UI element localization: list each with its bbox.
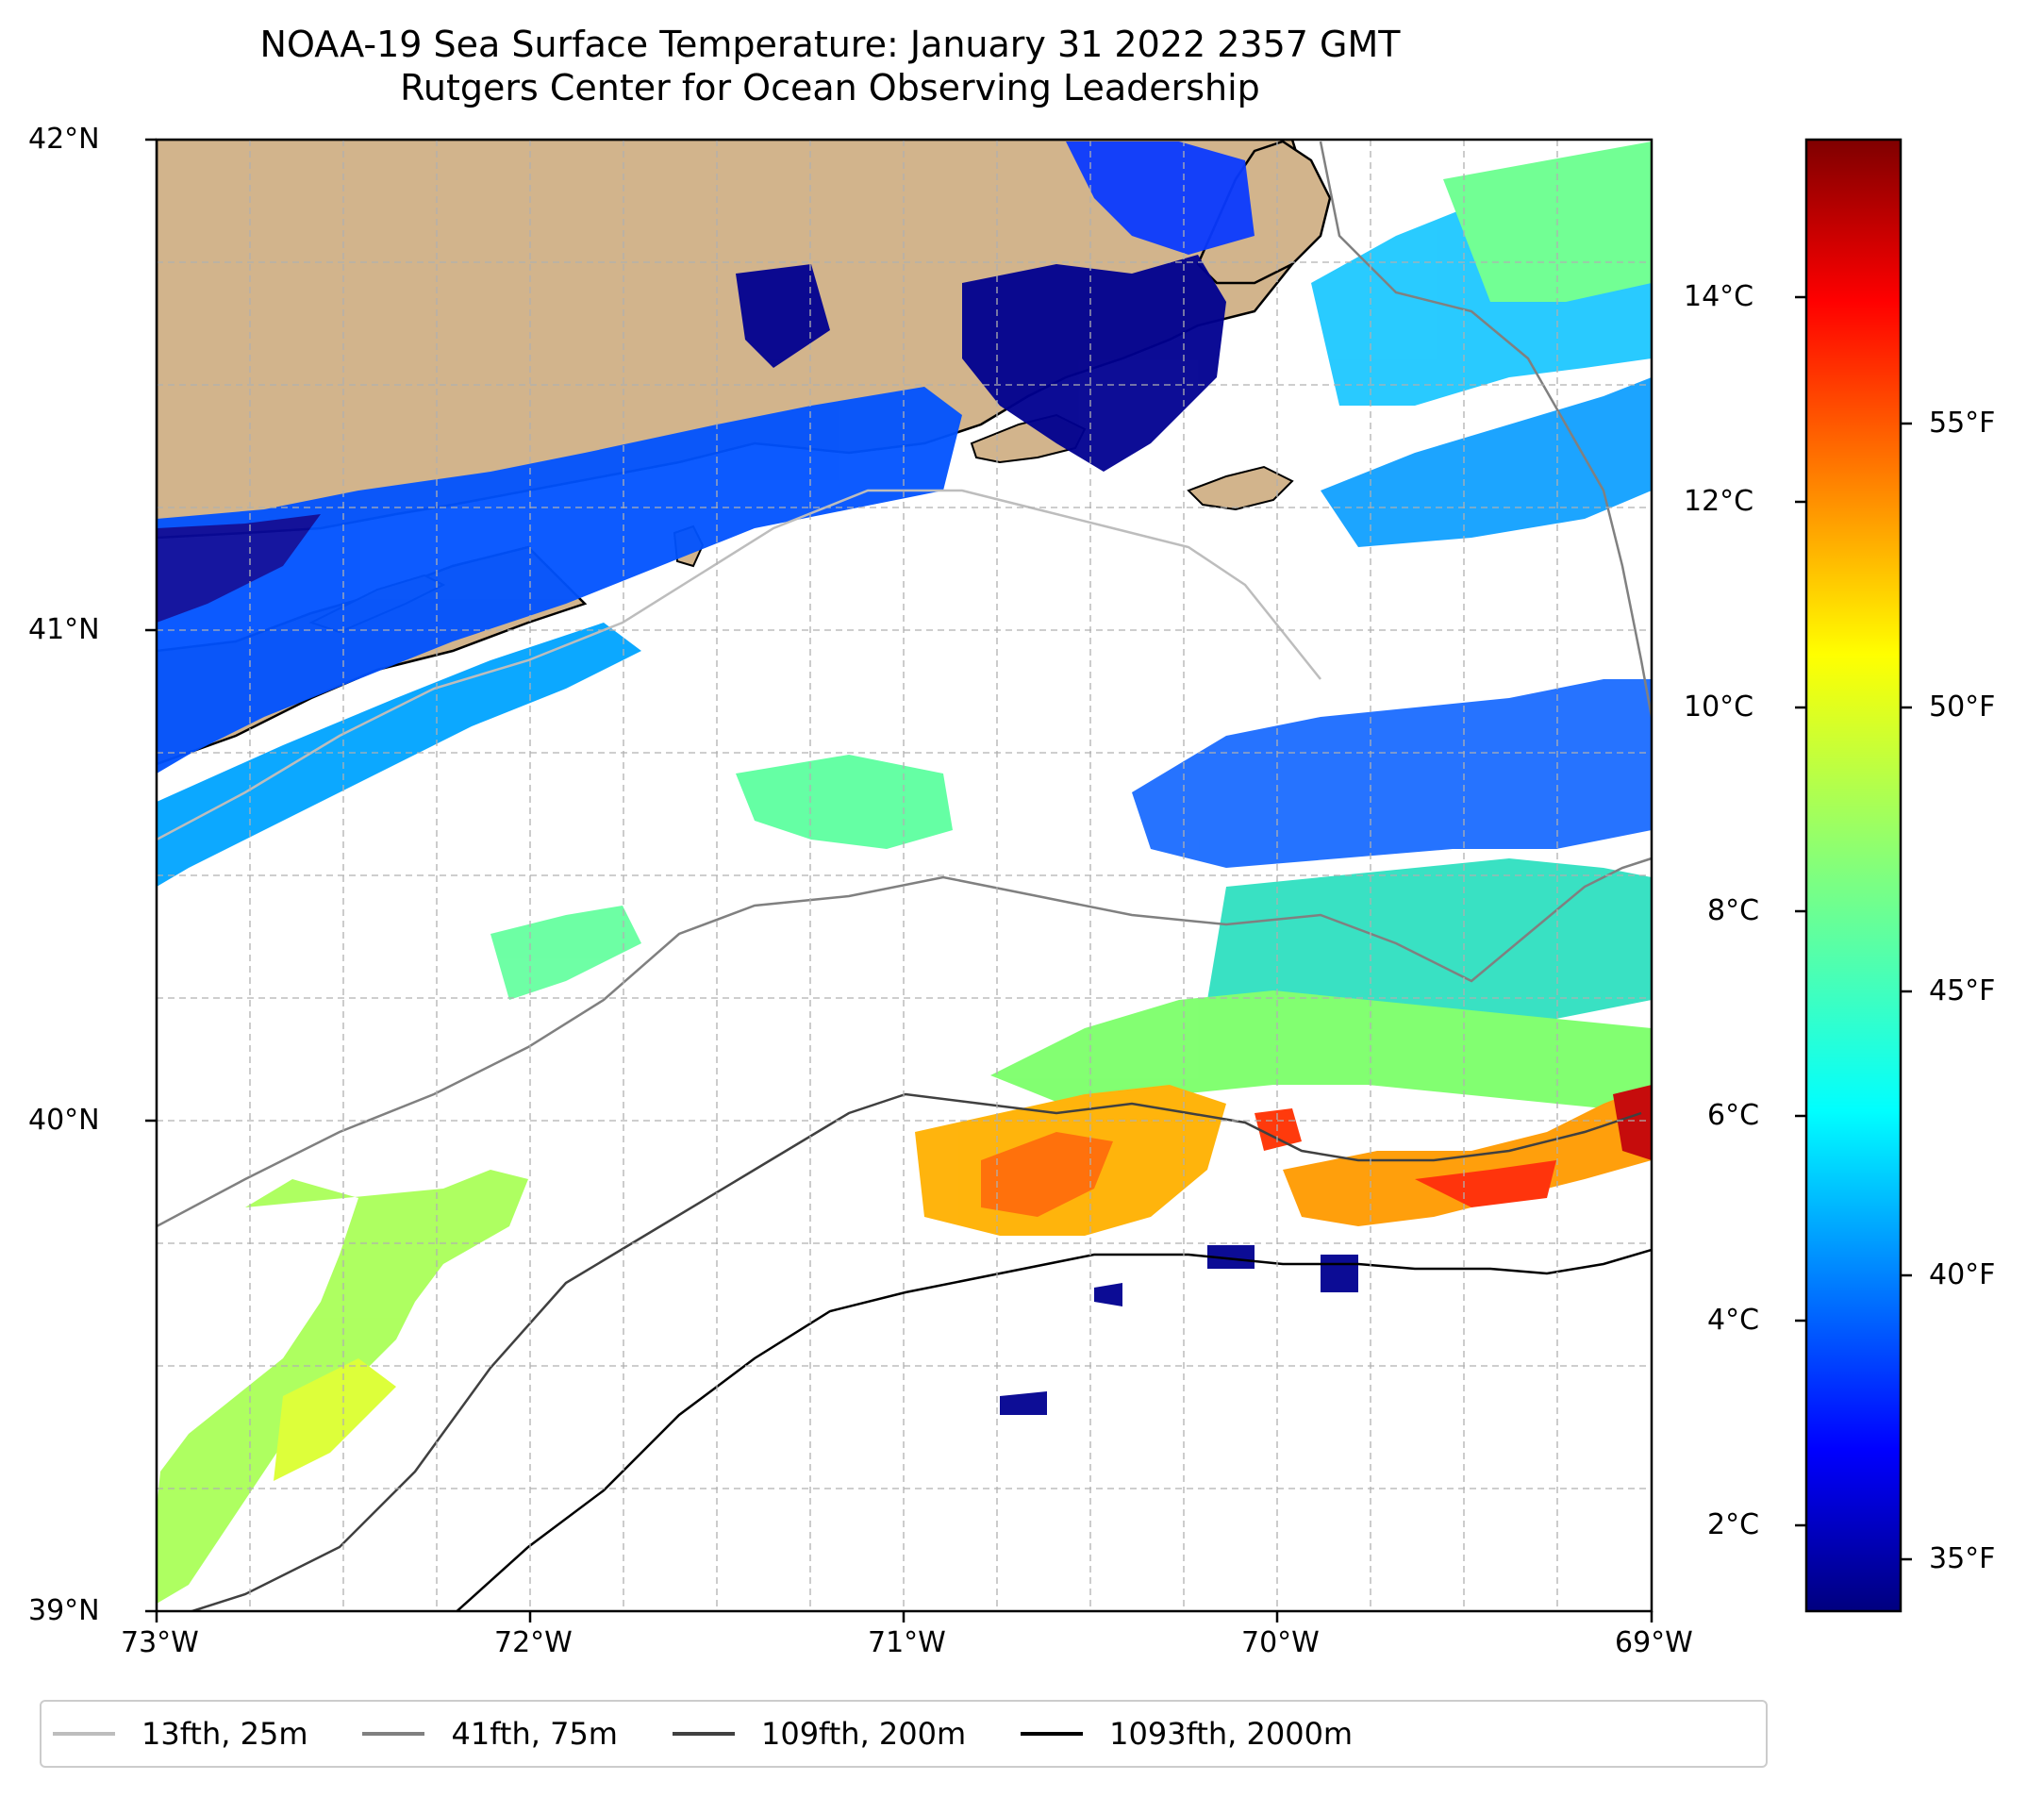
legend-label-2000m: 1093fth, 2000m: [1109, 1716, 1354, 1752]
colorbar-c-6: 6°C: [1707, 1099, 1760, 1132]
colorbar-f-35: 35°F: [1929, 1542, 1996, 1575]
legend-item-75m: 41fth, 75m: [362, 1716, 618, 1752]
contour-1093fth-2000m: [455, 1248, 1652, 1611]
lon-tick-71w: 71°W: [868, 1626, 946, 1659]
colorbar-c-4: 4°C: [1707, 1304, 1760, 1337]
grid: [157, 140, 1652, 1611]
legend-swatch-200m: [672, 1732, 735, 1736]
lon-tick-73w: 73°W: [121, 1626, 199, 1659]
map-title: NOAA-19 Sea Surface Temperature: January…: [0, 23, 1660, 109]
colorbar-f-55: 55°F: [1929, 407, 1996, 440]
colorbar-ticks: [1795, 295, 1912, 1561]
contour-109fth-200m: [188, 1092, 1642, 1611]
contour-41fth-75m-north: [1319, 141, 1652, 718]
axis-ticks: [145, 138, 1653, 1622]
legend-swatch-75m: [362, 1732, 425, 1736]
colorbar-c-14: 14°C: [1684, 280, 1754, 313]
colorbar-c-10: 10°C: [1684, 691, 1754, 724]
lat-tick-39n: 39°N: [28, 1594, 100, 1627]
lat-tick-42n: 42°N: [28, 123, 100, 156]
contour-legend: 13fth, 25m 41fth, 75m 109fth, 200m 1093f…: [40, 1700, 1768, 1768]
land-nantucket: [1187, 465, 1294, 511]
map-plot-area: [157, 140, 1652, 1611]
legend-label-25m: 13fth, 25m: [141, 1716, 308, 1752]
legend-item-25m: 13fth, 25m: [53, 1716, 307, 1752]
lat-tick-41n: 41°N: [28, 613, 100, 646]
colorbar-c-8: 8°C: [1707, 894, 1760, 927]
colorbar-f-45: 45°F: [1929, 974, 1996, 1007]
title-line-1: NOAA-19 Sea Surface Temperature: January…: [259, 24, 1401, 65]
lon-tick-69w: 69°W: [1615, 1626, 1693, 1659]
legend-swatch-25m: [53, 1732, 115, 1736]
legend-label-200m: 109fth, 200m: [760, 1716, 967, 1752]
sst-field: [157, 141, 1652, 1604]
colorbar: [1804, 138, 1903, 1613]
lon-tick-72w: 72°W: [494, 1626, 573, 1659]
lat-tick-40n: 40°N: [28, 1104, 100, 1137]
colorbar-f-50: 50°F: [1929, 691, 1996, 724]
lon-tick-70w: 70°W: [1241, 1626, 1320, 1659]
colorbar-c-12: 12°C: [1684, 485, 1754, 518]
legend-item-2000m: 1093fth, 2000m: [1021, 1716, 1353, 1752]
legend-item-200m: 109fth, 200m: [672, 1716, 967, 1752]
contour-13fth-25m: [157, 489, 1321, 841]
legend-swatch-2000m: [1021, 1732, 1084, 1736]
legend-label-75m: 41fth, 75m: [451, 1716, 618, 1752]
contour-41fth-75m: [157, 857, 1652, 1228]
title-line-2: Rutgers Center for Ocean Observing Leade…: [400, 67, 1260, 108]
colorbar-f-40: 40°F: [1929, 1258, 1996, 1291]
colorbar-c-2: 2°C: [1707, 1508, 1760, 1541]
